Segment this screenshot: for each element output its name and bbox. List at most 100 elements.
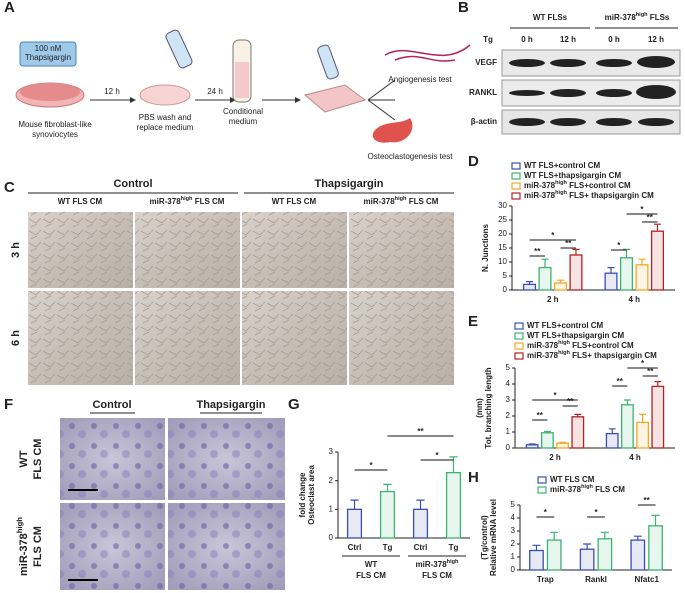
x-tick-label: Ctrl — [414, 543, 428, 552]
error-bar — [556, 279, 565, 283]
bar — [525, 444, 539, 449]
y-tick-label: 2 — [511, 539, 516, 548]
legend-label: miR-378high FLS+ thapsigargin CM — [524, 190, 654, 200]
stain-images — [60, 412, 285, 590]
x-tick-label: Tg — [449, 543, 459, 552]
significance-label: ** — [647, 367, 654, 376]
stain-texture — [60, 503, 165, 590]
x-tick-label: 2 h — [549, 453, 561, 462]
bar — [651, 385, 665, 449]
osteoclast-icon — [372, 118, 413, 143]
group-label: miR-378high — [416, 559, 460, 569]
significance-label: ** — [565, 239, 572, 248]
y-tick-label: 4 — [511, 513, 516, 522]
label: WT FLS CM — [272, 197, 317, 206]
label: FLS CM — [32, 526, 44, 567]
micrograph-texture — [28, 212, 133, 288]
legend-label: WT FLS+control CM — [527, 321, 604, 330]
y-tick-label: 1 — [506, 427, 511, 436]
y-axis-label: N. Junctions — [481, 223, 490, 272]
significance-label: ** — [644, 496, 651, 505]
legend-swatch — [514, 342, 524, 350]
label: miR-378high — [15, 517, 30, 576]
x-tick-label: Tg — [383, 543, 393, 552]
group-label: FLS CM — [356, 571, 386, 580]
error-bar — [583, 543, 592, 550]
bar — [636, 421, 650, 449]
error-bar — [528, 443, 536, 445]
y-tick-label: 1 — [329, 504, 334, 513]
significance-label: ** — [537, 411, 544, 420]
bar — [571, 416, 585, 449]
panel-label: A — [4, 0, 15, 16]
error-bar — [623, 399, 631, 405]
bar — [630, 539, 646, 571]
micrograph-texture — [349, 212, 454, 288]
vessel-icon — [384, 44, 471, 62]
panel-label: G — [288, 396, 300, 413]
micrograph-texture — [349, 291, 454, 385]
error-bar — [638, 258, 646, 265]
error-bar — [639, 413, 647, 423]
label: RANKL — [469, 88, 497, 97]
micrograph-texture — [135, 291, 240, 385]
significance-label: * — [553, 391, 557, 400]
label: 0 h — [521, 35, 533, 44]
label: Thapsigargin — [314, 178, 383, 190]
y-tick-label: 15 — [498, 243, 507, 252]
error-bar — [654, 381, 662, 387]
bar — [379, 490, 396, 539]
error-bar — [525, 281, 534, 285]
micrographs — [28, 192, 454, 385]
label: WT — [18, 450, 30, 467]
micrograph-texture — [242, 212, 347, 288]
y-tick-label: 10 — [498, 257, 507, 266]
label: PBS wash and — [139, 113, 191, 122]
bar — [540, 432, 554, 449]
group-label: FLS CM — [422, 571, 452, 580]
bar — [620, 404, 634, 449]
label: miR-378high FLS CM — [150, 196, 225, 206]
y-tick-label: 0 — [503, 285, 508, 294]
error-bar — [383, 483, 392, 492]
error-bar — [607, 267, 615, 274]
label: 100 nM — [35, 44, 62, 53]
y-tick-label: 2 — [329, 476, 334, 485]
bar — [445, 471, 462, 539]
significance-label: * — [594, 508, 598, 517]
arrows — [367, 79, 396, 121]
legend-swatch — [511, 192, 521, 200]
y-tick-label: 0 — [506, 443, 511, 452]
legend-swatch — [514, 332, 524, 340]
schematic — [15, 29, 471, 143]
error-bar — [350, 499, 359, 510]
y-axis-label: fold change — [298, 472, 307, 517]
significance-label: * — [544, 508, 548, 517]
legend-label: WT FLS+thapsigargin CM — [527, 331, 624, 340]
tube-medium — [235, 62, 249, 98]
x-tick-label: 2 h — [547, 295, 559, 304]
y-tick-label: 1 — [511, 552, 516, 561]
bar — [556, 442, 570, 449]
x-tick-label: Ctrl — [348, 543, 362, 552]
legend-swatch — [511, 162, 521, 170]
label: Tg — [483, 35, 493, 44]
legend-swatch — [514, 322, 524, 330]
bar — [597, 538, 613, 571]
panel-label: C — [4, 179, 15, 196]
y-tick-label: 3 — [506, 395, 511, 404]
significance-label: * — [435, 451, 439, 460]
label: FLS CM — [32, 439, 44, 480]
y-tick-label: 5 — [503, 271, 508, 280]
significance-label: * — [551, 231, 555, 240]
y-tick-label: 2 — [506, 411, 511, 420]
x-tick-label: Trap — [537, 575, 554, 584]
label: β-actin — [471, 117, 497, 126]
label: replace medium — [137, 123, 194, 132]
label: Conditional — [223, 107, 263, 116]
label: WT FLS CM — [58, 197, 103, 206]
y-tick-label: 5 — [506, 363, 511, 372]
pipette — [317, 44, 339, 80]
y-axis-label: Osteoclast area — [307, 465, 316, 525]
